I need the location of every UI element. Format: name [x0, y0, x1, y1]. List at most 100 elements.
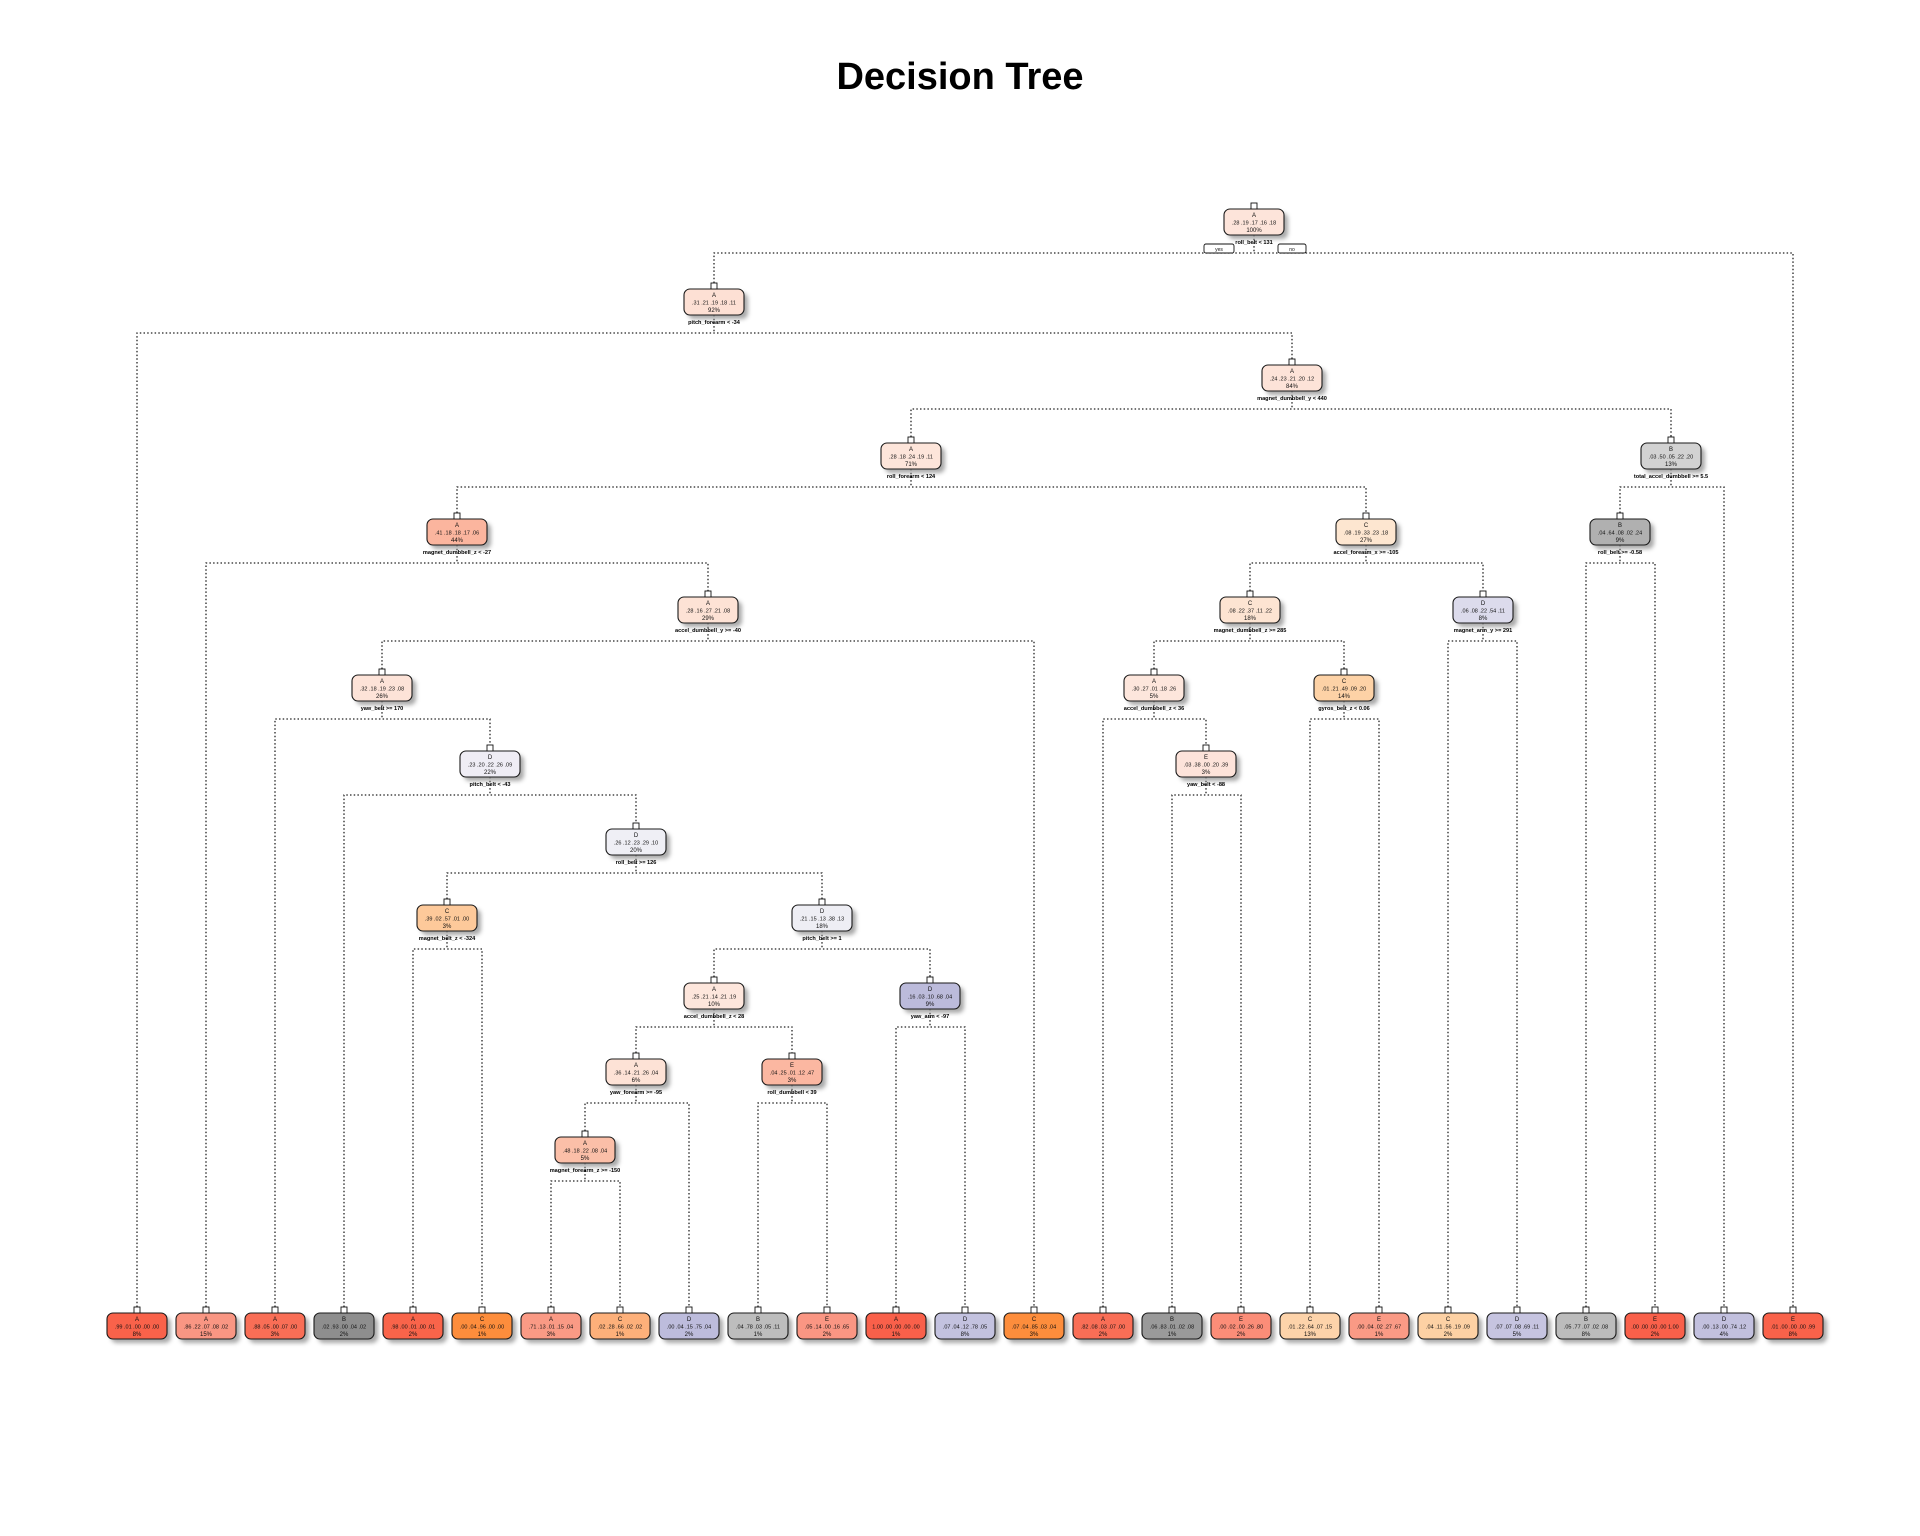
tree-node: A .30 .27 .01 .18 .265% accel_dumbbell_z <…	[1123, 668, 1188, 712]
node-number-tab	[1288, 358, 1296, 366]
node-number-tab	[818, 898, 826, 906]
node-probabilities: .28 .18 .24 .19 .11	[889, 455, 933, 461]
node-probabilities: .06 .08 .22 .54 .11	[1461, 609, 1505, 615]
tree-node: B .06 .83 .01 .02 .081%	[1141, 1306, 1206, 1343]
split-rule: pitch_forearm < -34	[688, 320, 741, 326]
node-number-tab	[1616, 512, 1624, 520]
node-class: B	[1618, 523, 1622, 529]
node-class: C	[1364, 523, 1369, 529]
node-number-tab	[340, 1306, 348, 1314]
node-percentage: 2%	[1099, 1332, 1108, 1338]
node-probabilities: .28 .16 .27 .21 .08	[686, 609, 730, 615]
node-probabilities: .16 .03 .10 .68 .04	[908, 995, 952, 1001]
yes-label: yes	[1215, 247, 1223, 253]
edge-branch	[381, 640, 1035, 1307]
split-rule: magnet_dumbbell_z < -27	[423, 550, 491, 556]
node-class: A	[1152, 679, 1156, 685]
node-percentage: 8%	[1789, 1332, 1798, 1338]
node-probabilities: .25 .21 .14 .21 .19	[692, 995, 736, 1001]
node-percentage: 2%	[409, 1332, 418, 1338]
node-class: C	[618, 1317, 623, 1323]
split-rule: yaw_belt < -88	[1187, 782, 1225, 788]
node-class: A	[712, 293, 716, 299]
node-probabilities: .31 .21 .19 .18 .11	[692, 301, 736, 307]
split-rule: accel_dumbbell_z < 36	[1124, 706, 1184, 712]
node-probabilities: .03 .38 .00 .20 .39	[1184, 763, 1228, 769]
node-percentage: 84%	[1286, 384, 1299, 390]
node-number-tab	[1306, 1306, 1314, 1314]
split-rule: pitch_belt >= 1	[802, 936, 841, 942]
node-probabilities: .48 .18 .22 .08 .04	[563, 1149, 607, 1155]
node-class: B	[342, 1317, 346, 1323]
node-number-tab	[1340, 668, 1348, 676]
node-probabilities: .03 .50 .05 .22 .20	[1649, 455, 1693, 461]
node-probabilities: .05 .77 .07 .02 .08	[1564, 1325, 1608, 1331]
split-rule: roll_belt < 131	[1235, 240, 1272, 246]
edge-branch	[895, 1026, 966, 1307]
node-probabilities: .00 .13 .00 .74 .12	[1702, 1325, 1746, 1331]
edge-branch	[446, 872, 823, 899]
node-probabilities: .71 .13 .01 .15 .04	[529, 1325, 573, 1331]
edge-branch	[910, 408, 1672, 437]
node-class: B	[756, 1317, 760, 1323]
split-rule: accel_forearm_x >= -105	[1334, 550, 1399, 556]
tree-node: A .82 .08 .03 .07 .002%	[1072, 1306, 1137, 1343]
node-percentage: 1%	[1168, 1332, 1177, 1338]
node-class: E	[1204, 755, 1208, 761]
node-probabilities: .82 .08 .03 .07 .00	[1081, 1325, 1125, 1331]
node-number-tab	[453, 512, 461, 520]
node-probabilities: .30 .27 .01 .18 .26	[1132, 687, 1176, 693]
tree-node: A 1.00 .00 .00 .00 .001%	[865, 1306, 930, 1343]
node-percentage: 2%	[1651, 1332, 1660, 1338]
edge-branch	[1309, 718, 1380, 1307]
split-rule: magnet_forearm_z >= -150	[550, 1168, 621, 1174]
node-class: C	[1032, 1317, 1037, 1323]
node-class: A	[273, 1317, 277, 1323]
node-class: E	[825, 1317, 829, 1323]
node-class: E	[1239, 1317, 1243, 1323]
node-probabilities: .88 .05 .00 .07 .00	[253, 1325, 297, 1331]
tree-node: E .01 .00 .00 .00 .998%	[1762, 1306, 1827, 1343]
node-probabilities: .04 .64 .08 .02 .24	[1598, 531, 1642, 537]
node-number-tab	[1582, 1306, 1590, 1314]
node-probabilities: 1.00 .00 .00 .00 .00	[872, 1325, 919, 1331]
node-number-tab	[710, 976, 718, 984]
tree-node: D .00 .13 .00 .74 .124%	[1693, 1306, 1758, 1343]
tree-node: D .07 .04 .12 .78 .058%	[934, 1306, 999, 1343]
split-rule: roll_belt >= 126	[616, 860, 657, 866]
node-percentage: 29%	[702, 616, 715, 622]
tree-node: C .02 .28 .66 .02 .021%	[589, 1306, 654, 1343]
node-number-tab	[1250, 202, 1258, 210]
node-number-tab	[1030, 1306, 1038, 1314]
node-percentage: 20%	[630, 848, 643, 854]
node-percentage: 5%	[581, 1156, 590, 1162]
node-percentage: 9%	[1616, 538, 1625, 544]
edge-branch	[412, 948, 483, 1307]
node-number-tab	[1202, 744, 1210, 752]
edge-branch	[1153, 640, 1345, 669]
node-class: A	[894, 1317, 898, 1323]
node-probabilities: .02 .28 .66 .02 .02	[598, 1325, 642, 1331]
node-percentage: 15%	[200, 1332, 213, 1338]
node-percentage: 2%	[1237, 1332, 1246, 1338]
node-percentage: 2%	[823, 1332, 832, 1338]
node-number-tab	[632, 1052, 640, 1060]
node-number-tab	[581, 1130, 589, 1138]
node-probabilities: .99 .01 .00 .00 .00	[115, 1325, 159, 1331]
node-number-tab	[1237, 1306, 1245, 1314]
node-percentage: 3%	[1202, 770, 1211, 776]
tree-node: C .07 .04 .85 .03 .043%	[1003, 1306, 1068, 1343]
node-class: A	[706, 601, 710, 607]
node-probabilities: .23 .20 .22 .26 .09	[468, 763, 512, 769]
node-class: C	[1248, 601, 1253, 607]
node-class: A	[909, 447, 913, 453]
node-class: A	[634, 1063, 638, 1069]
node-percentage: 1%	[754, 1332, 763, 1338]
edge-branch	[274, 718, 491, 1307]
